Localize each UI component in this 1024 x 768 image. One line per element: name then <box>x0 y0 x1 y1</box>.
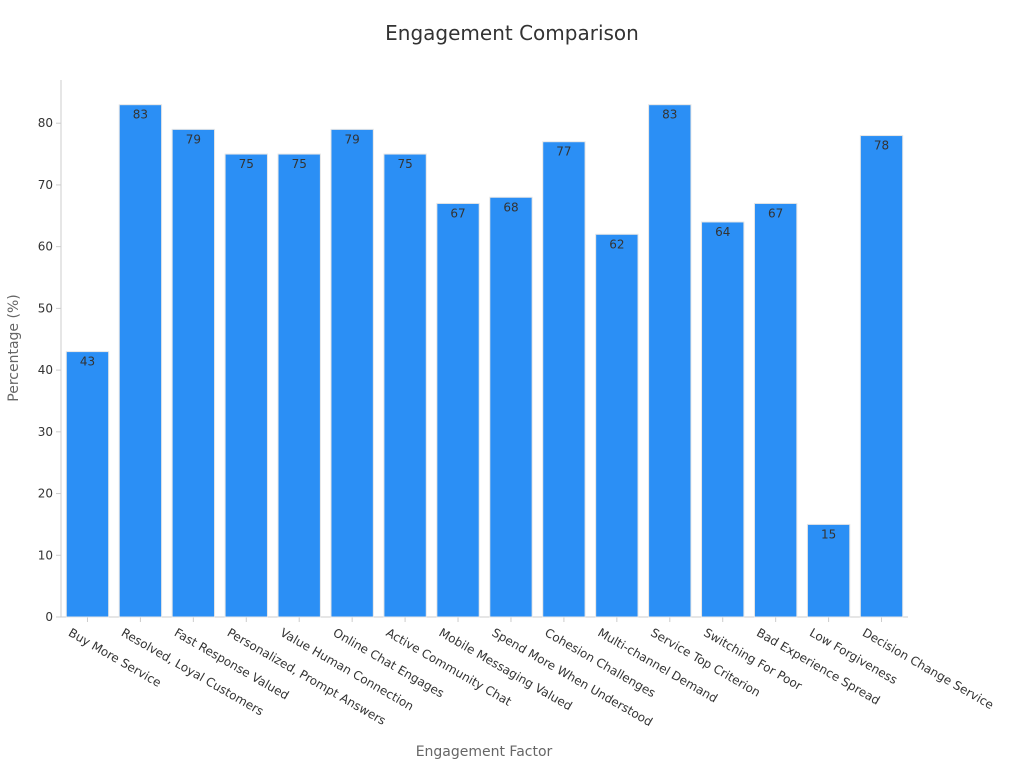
bar[interactable] <box>384 154 426 617</box>
bar[interactable] <box>702 222 744 617</box>
bar[interactable] <box>543 142 585 617</box>
x-axis-title: Engagement Factor <box>416 744 553 760</box>
bar[interactable] <box>860 136 902 617</box>
bar[interactable] <box>225 154 267 617</box>
data-label: 75 <box>292 157 307 171</box>
y-axis: 0 10 20 30 40 50 60 70 80 <box>38 80 61 624</box>
data-label: 79 <box>186 132 201 146</box>
data-label: 43 <box>80 355 95 369</box>
data-label: 62 <box>609 237 624 251</box>
data-label: 15 <box>821 527 836 541</box>
data-label: 68 <box>503 200 518 214</box>
bar[interactable] <box>437 203 479 617</box>
bar[interactable] <box>754 203 796 617</box>
bar[interactable] <box>596 234 638 617</box>
data-label: 83 <box>662 108 677 122</box>
y-tick-label: 0 <box>45 610 53 624</box>
data-label: 75 <box>239 157 254 171</box>
data-label: 77 <box>556 145 571 159</box>
bar[interactable] <box>119 105 161 617</box>
y-tick-label: 40 <box>38 363 53 377</box>
y-tick-label: 50 <box>38 301 53 315</box>
x-axis <box>61 617 908 622</box>
chart-title: Engagement Comparison <box>385 21 639 45</box>
bar[interactable] <box>172 129 214 617</box>
data-label: 67 <box>768 206 783 220</box>
data-label: 78 <box>874 139 889 153</box>
y-axis-title: Percentage (%) <box>6 294 22 401</box>
y-tick-label: 20 <box>38 487 53 501</box>
bar[interactable] <box>278 154 320 617</box>
data-label: 83 <box>133 108 148 122</box>
bar[interactable] <box>490 197 532 617</box>
x-tick-label: Buy More Service <box>66 625 164 689</box>
bar[interactable] <box>649 105 691 617</box>
data-label: 75 <box>397 157 412 171</box>
data-label: 64 <box>715 225 730 239</box>
y-tick-label: 60 <box>38 240 53 254</box>
bars-group <box>66 105 902 617</box>
y-tick-label: 30 <box>38 425 53 439</box>
data-label: 67 <box>450 206 465 220</box>
y-tick-label: 80 <box>38 116 53 130</box>
data-label: 79 <box>345 132 360 146</box>
bar[interactable] <box>66 352 108 617</box>
y-tick-label: 70 <box>38 178 53 192</box>
y-tick-label: 10 <box>38 548 53 562</box>
bar[interactable] <box>331 129 373 617</box>
